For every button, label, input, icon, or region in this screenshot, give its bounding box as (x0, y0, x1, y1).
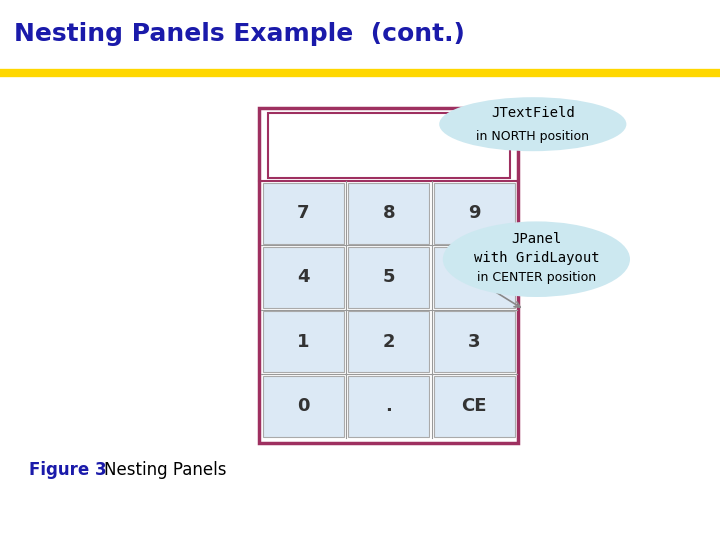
Text: in NORTH position: in NORTH position (477, 130, 589, 143)
Text: 9: 9 (468, 204, 480, 222)
Text: 4: 4 (297, 268, 310, 287)
FancyBboxPatch shape (433, 311, 515, 373)
FancyBboxPatch shape (263, 311, 344, 373)
FancyBboxPatch shape (348, 247, 429, 308)
Text: .: . (385, 397, 392, 415)
Text: Nesting Panels Example  (cont.): Nesting Panels Example (cont.) (14, 22, 465, 45)
Text: Figure 3: Figure 3 (29, 461, 107, 479)
FancyBboxPatch shape (259, 108, 518, 443)
Text: 2: 2 (382, 333, 395, 351)
Text: JPanel: JPanel (511, 232, 562, 246)
Text: 6: 6 (468, 268, 480, 287)
FancyBboxPatch shape (433, 376, 515, 437)
Text: JTextField: JTextField (491, 106, 575, 120)
Ellipse shape (439, 97, 626, 151)
Ellipse shape (443, 221, 630, 297)
Text: CE: CE (462, 397, 487, 415)
FancyBboxPatch shape (268, 113, 510, 178)
FancyBboxPatch shape (263, 376, 344, 437)
Text: 1: 1 (297, 333, 310, 351)
Text: 3: 3 (468, 333, 480, 351)
FancyBboxPatch shape (348, 376, 429, 437)
FancyBboxPatch shape (348, 311, 429, 373)
FancyBboxPatch shape (433, 247, 515, 308)
Text: 5: 5 (382, 268, 395, 287)
Text: in CENTER position: in CENTER position (477, 271, 596, 284)
FancyBboxPatch shape (433, 183, 515, 244)
Text: with GridLayout: with GridLayout (474, 251, 599, 265)
Text: Nesting Panels: Nesting Panels (104, 461, 227, 479)
Text: 0: 0 (297, 397, 310, 415)
FancyBboxPatch shape (263, 183, 344, 244)
FancyBboxPatch shape (263, 247, 344, 308)
FancyBboxPatch shape (348, 183, 429, 244)
Text: 7: 7 (297, 204, 310, 222)
Text: 8: 8 (382, 204, 395, 222)
